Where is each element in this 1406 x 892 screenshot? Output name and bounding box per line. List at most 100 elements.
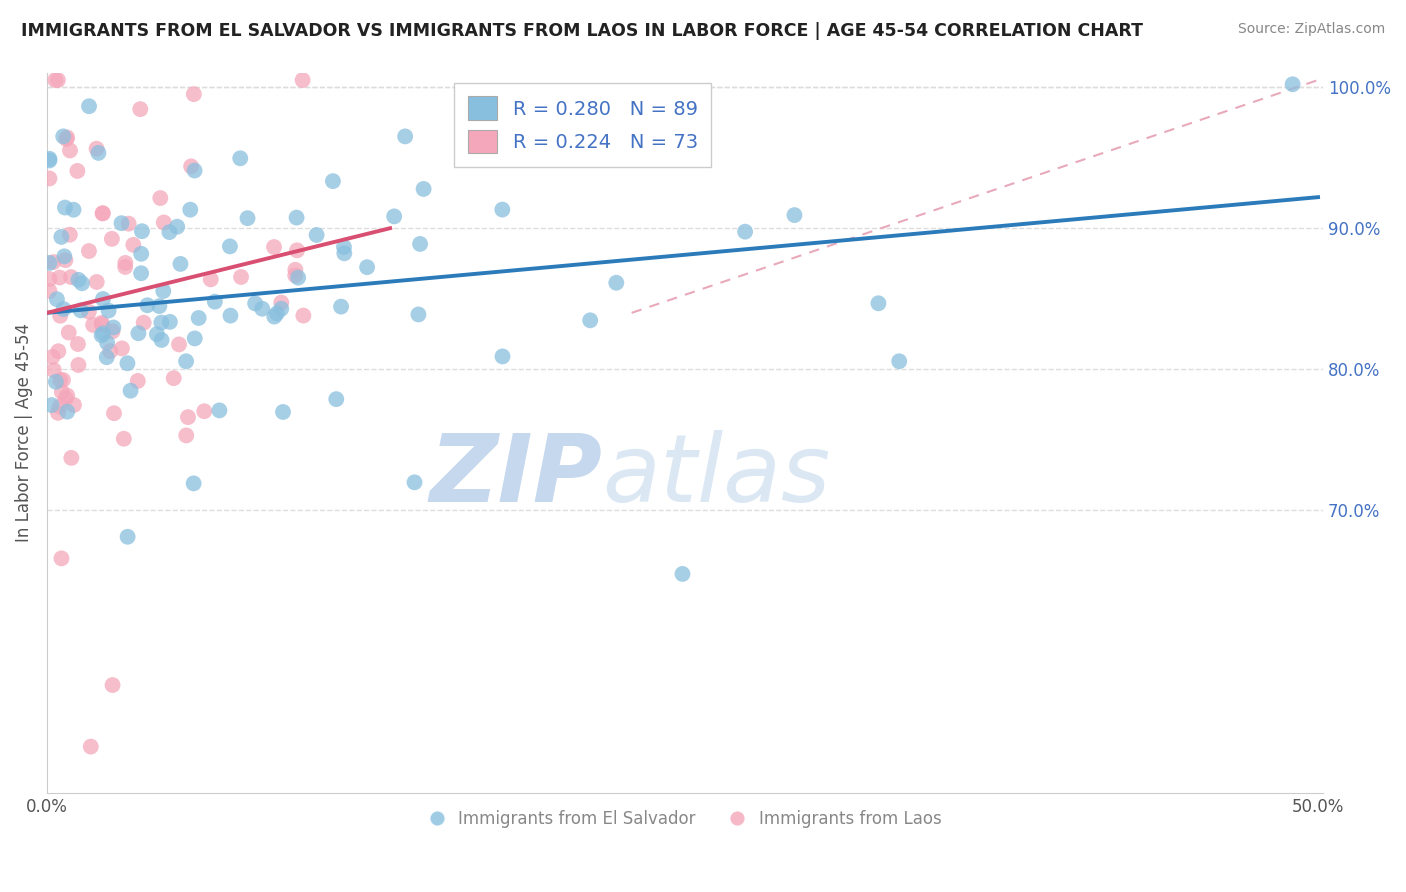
Point	[70, 277, 93, 291]
Point	[356, 260, 378, 275]
Point	[322, 174, 344, 188]
Point	[325, 392, 347, 406]
Point	[131, 224, 153, 238]
Point	[204, 294, 226, 309]
Point	[219, 309, 242, 323]
Point	[292, 309, 315, 323]
Point	[174, 428, 197, 442]
Point	[150, 333, 173, 347]
Point	[101, 232, 124, 246]
Point	[152, 215, 174, 229]
Point	[177, 410, 200, 425]
Text: IMMIGRANTS FROM EL SALVADOR VS IMMIGRANTS FROM LAOS IN LABOR FORCE | AGE 45-54 C: IMMIGRANTS FROM EL SALVADOR VS IMMIGRANT…	[21, 22, 1143, 40]
Point	[166, 219, 188, 234]
Point	[103, 320, 125, 334]
Point	[236, 211, 259, 226]
Point	[184, 331, 207, 345]
Point	[150, 316, 173, 330]
Point	[169, 257, 191, 271]
Point	[252, 301, 274, 316]
Point	[49, 309, 72, 323]
Point	[284, 268, 307, 283]
Point	[55, 392, 77, 406]
Point	[60, 270, 83, 285]
Point	[82, 318, 104, 332]
Legend: Immigrants from El Salvador, Immigrants from Laos: Immigrants from El Salvador, Immigrants …	[422, 804, 949, 835]
Point	[285, 244, 308, 258]
Point	[122, 237, 145, 252]
Point	[734, 225, 756, 239]
Point	[263, 310, 285, 324]
Point	[263, 240, 285, 254]
Point	[117, 530, 139, 544]
Point	[63, 398, 86, 412]
Point	[51, 230, 73, 244]
Point	[41, 350, 63, 364]
Point	[271, 405, 294, 419]
Point	[174, 354, 197, 368]
Point	[98, 344, 121, 359]
Point	[132, 316, 155, 330]
Point	[208, 403, 231, 417]
Point	[167, 337, 190, 351]
Point	[44, 73, 66, 87]
Point	[42, 255, 65, 269]
Point	[889, 354, 911, 368]
Point	[291, 73, 314, 87]
Point	[49, 373, 72, 387]
Point	[408, 308, 430, 322]
Point	[183, 163, 205, 178]
Point	[56, 130, 79, 145]
Point	[60, 450, 83, 465]
Point	[146, 327, 169, 342]
Point	[55, 253, 77, 268]
Point	[77, 304, 100, 318]
Point	[96, 350, 118, 364]
Point	[38, 171, 60, 186]
Point	[41, 398, 63, 412]
Text: Source: ZipAtlas.com: Source: ZipAtlas.com	[1237, 22, 1385, 37]
Point	[129, 266, 152, 280]
Point	[52, 129, 75, 144]
Point	[51, 385, 73, 400]
Point	[62, 202, 84, 217]
Point	[159, 315, 181, 329]
Point	[229, 270, 252, 285]
Point	[491, 350, 513, 364]
Point	[97, 303, 120, 318]
Point	[69, 303, 91, 318]
Point	[59, 227, 82, 242]
Point	[66, 164, 89, 178]
Point	[152, 284, 174, 298]
Point	[284, 262, 307, 277]
Point	[111, 342, 134, 356]
Point	[38, 284, 60, 298]
Point	[103, 406, 125, 420]
Point	[127, 326, 149, 341]
Point	[229, 151, 252, 165]
Point	[45, 292, 67, 306]
Point	[112, 432, 135, 446]
Point	[129, 246, 152, 260]
Point	[120, 384, 142, 398]
Point	[46, 344, 69, 359]
Point	[159, 225, 181, 239]
Point	[129, 102, 152, 116]
Point	[287, 270, 309, 285]
Point	[330, 300, 353, 314]
Point	[491, 202, 513, 217]
Point	[382, 210, 405, 224]
Point	[187, 310, 209, 325]
Point	[38, 272, 60, 286]
Point	[87, 145, 110, 160]
Point	[46, 73, 69, 87]
Point	[149, 191, 172, 205]
Point	[579, 313, 602, 327]
Point	[96, 335, 118, 350]
Point	[67, 273, 90, 287]
Point	[219, 239, 242, 253]
Point	[163, 371, 186, 385]
Point	[118, 217, 141, 231]
Point	[266, 306, 288, 320]
Point	[114, 256, 136, 270]
